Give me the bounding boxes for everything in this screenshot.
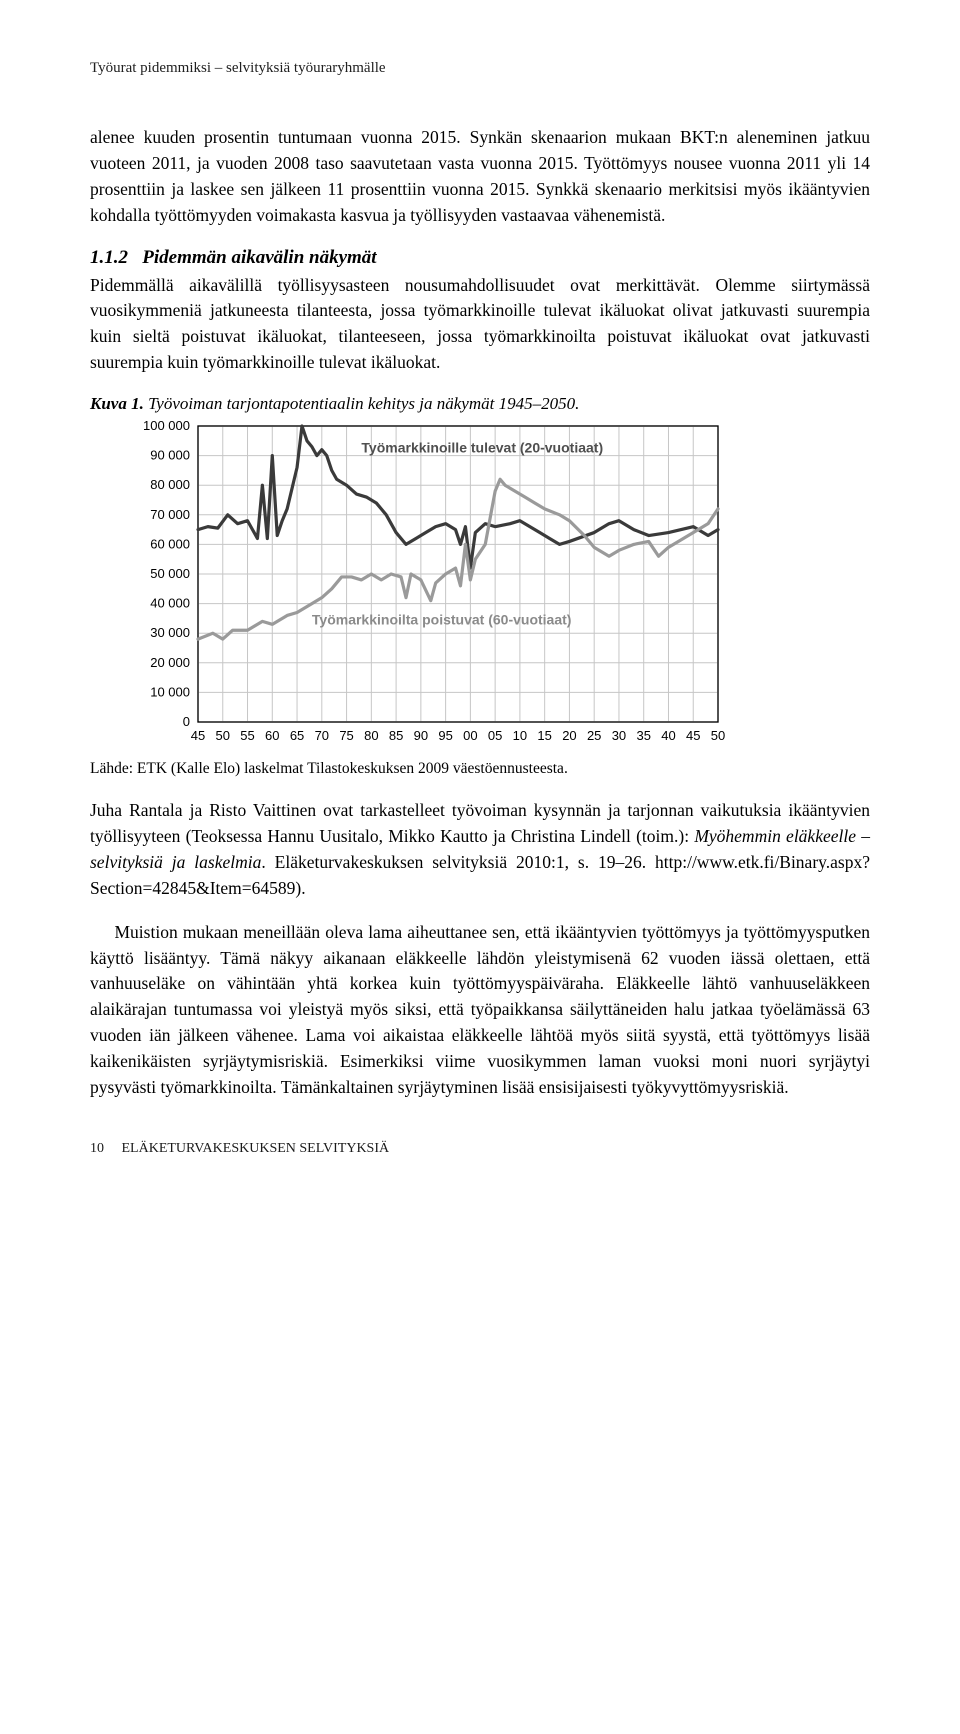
svg-text:10 000: 10 000 (150, 685, 190, 700)
svg-text:90: 90 (414, 728, 428, 743)
svg-text:Työmarkkinoilta poistuvat (60-: Työmarkkinoilta poistuvat (60-vuotiaat) (312, 611, 572, 627)
svg-text:40: 40 (661, 728, 675, 743)
svg-text:60 000: 60 000 (150, 537, 190, 552)
svg-text:85: 85 (389, 728, 403, 743)
svg-text:50: 50 (216, 728, 230, 743)
running-header: Työurat pidemmiksi – selvityksiä työurar… (90, 60, 870, 77)
svg-text:05: 05 (488, 728, 502, 743)
body-paragraph-2: Pidemmällä aikavälillä työllisyysasteen … (90, 273, 870, 377)
body-paragraph-3: Juha Rantala ja Risto Vaittinen ovat tar… (90, 798, 870, 902)
figure-caption-text: Työvoiman tarjontapotentiaalin kehitys j… (148, 394, 579, 413)
svg-text:00: 00 (463, 728, 477, 743)
svg-text:95: 95 (438, 728, 452, 743)
page-footer: 10 ELÄKETURVAKESKUKSEN SELVITYKSIÄ (90, 1141, 870, 1157)
line-chart-svg: 0 10 000 20 000 30 000 40 000 50 000 60 000 70 … (128, 418, 728, 748)
svg-text:80: 80 (364, 728, 378, 743)
section-number: 1.1.2 (90, 247, 128, 268)
svg-text:50 000: 50 000 (150, 566, 190, 581)
svg-text:70 000: 70 000 (150, 507, 190, 522)
svg-text:100 000: 100 000 (143, 418, 190, 433)
figure-label: Kuva 1. (90, 394, 144, 413)
svg-text:30 000: 30 000 (150, 625, 190, 640)
svg-text:60: 60 (265, 728, 279, 743)
svg-text:55: 55 (240, 728, 254, 743)
svg-text:65: 65 (290, 728, 304, 743)
svg-text:30: 30 (612, 728, 626, 743)
section-heading: 1.1.2 Pidemmän aikavälin näkymät (90, 247, 870, 269)
chart-source: Lähde: ETK (Kalle Elo) laskelmat Tilasto… (90, 760, 870, 778)
section-title: Pidemmän aikavälin näkymät (142, 247, 376, 268)
figure-1-chart: 0 10 000 20 000 30 000 40 000 50 000 60 000 70 … (128, 418, 870, 748)
svg-text:10: 10 (513, 728, 527, 743)
footer-text: ELÄKETURVAKESKUKSEN SELVITYKSIÄ (122, 1141, 390, 1156)
figure-caption: Kuva 1. Työvoiman tarjontapotentiaalin k… (90, 394, 870, 414)
page-number: 10 (90, 1141, 118, 1157)
svg-text:20 000: 20 000 (150, 655, 190, 670)
svg-text:0: 0 (183, 714, 190, 729)
svg-text:50: 50 (711, 728, 725, 743)
body-paragraph-1: alenee kuuden prosentin tuntumaan vuonna… (90, 125, 870, 229)
body-paragraph-4: Muistion mukaan meneillään oleva lama ai… (90, 920, 870, 1101)
svg-text:45: 45 (191, 728, 205, 743)
svg-text:80 000: 80 000 (150, 477, 190, 492)
svg-text:40 000: 40 000 (150, 596, 190, 611)
svg-text:70: 70 (315, 728, 329, 743)
svg-text:25: 25 (587, 728, 601, 743)
svg-text:75: 75 (339, 728, 353, 743)
svg-text:15: 15 (537, 728, 551, 743)
svg-text:90 000: 90 000 (150, 448, 190, 463)
svg-text:35: 35 (636, 728, 650, 743)
svg-text:45: 45 (686, 728, 700, 743)
svg-text:Työmarkkinoille tulevat (20-vu: Työmarkkinoille tulevat (20-vuotiaat) (361, 440, 603, 456)
svg-text:20: 20 (562, 728, 576, 743)
